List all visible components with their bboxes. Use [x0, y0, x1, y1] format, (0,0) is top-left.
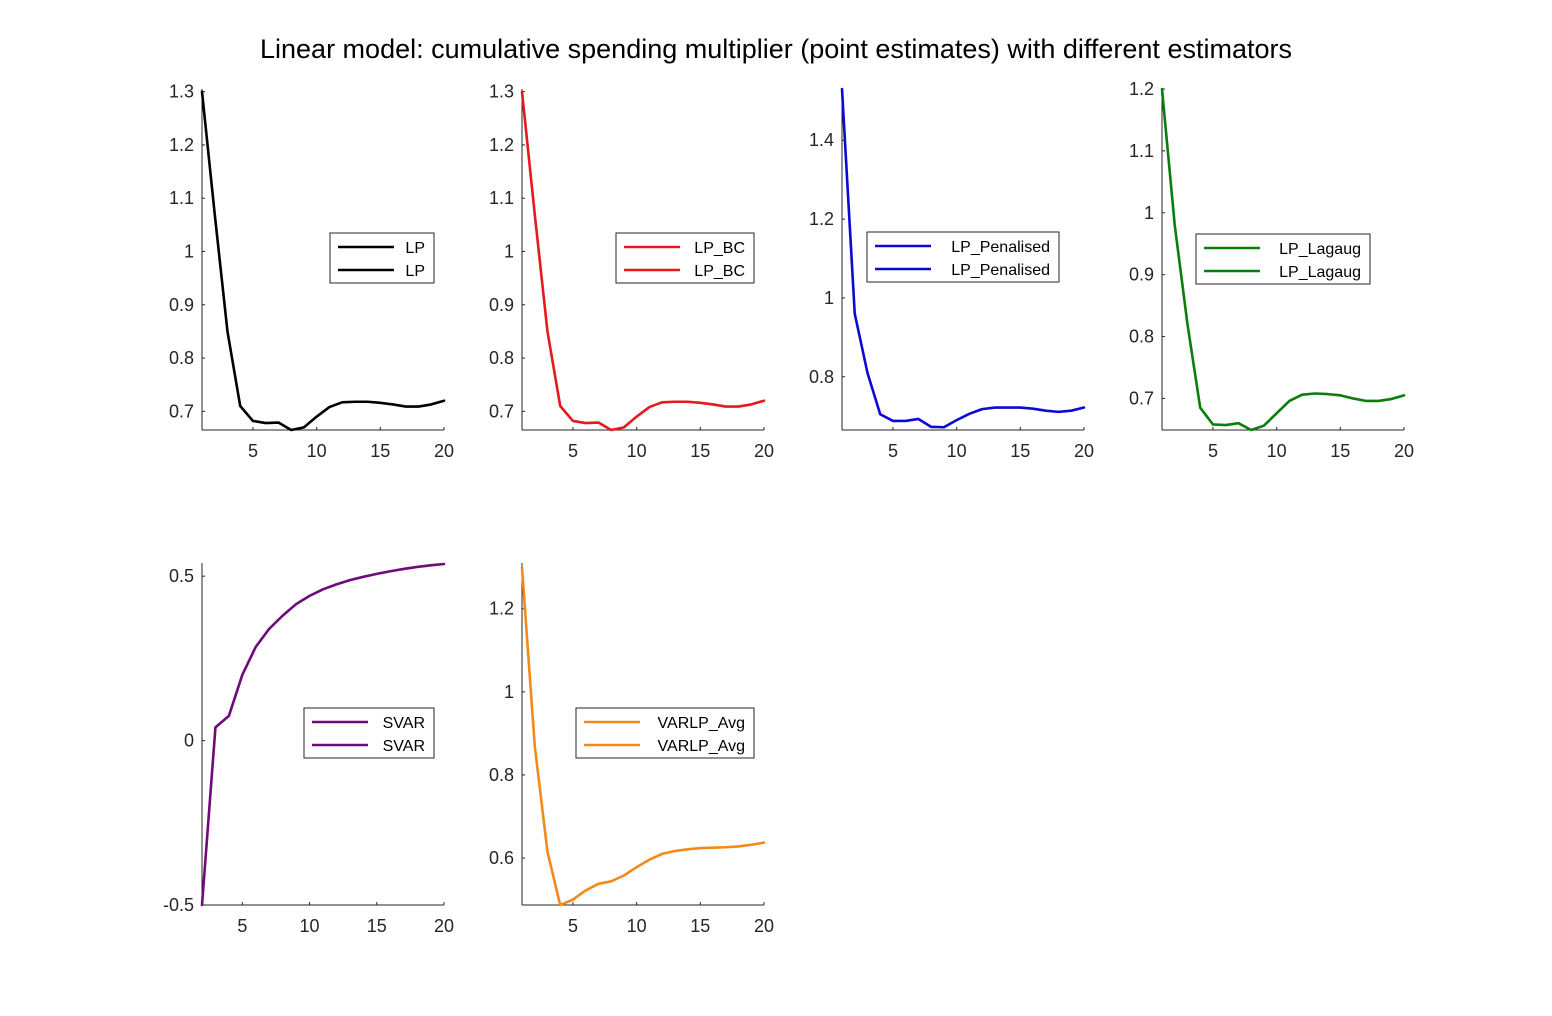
y-tick-label: 0.9 [1129, 265, 1154, 285]
y-tick-label: 0.8 [809, 367, 834, 387]
x-tick-label: 15 [1010, 441, 1030, 461]
legend-label: LP_Penalised [951, 262, 1050, 279]
legend-label: LP_Lagaug [1279, 264, 1361, 281]
subplot-1: 5 10 15 20 0.7 0.8 0.9 1 1.1 1.2 1.3 LP LP [169, 82, 454, 461]
x-tick-label: 20 [434, 916, 454, 936]
legend-label: LP [405, 240, 425, 257]
y-tick-label: -0.5 [163, 895, 194, 915]
subplot-4: 5 10 15 200.70.80.911.11.2LP_LagaugLP_Lagau… [1129, 79, 1414, 461]
y-tick-label: 1.1 [1129, 141, 1154, 161]
legend: SVAR SVAR [303, 707, 435, 759]
x-tick-label: 10 [947, 441, 967, 461]
y-tick-label: 0.9 [489, 295, 514, 315]
y-tick-label: 1.2 [809, 209, 834, 229]
legend-label: LP_Lagaug [1279, 241, 1361, 258]
legend-label: SVAR [383, 738, 425, 755]
x-tick-label: 5 [568, 441, 578, 461]
y-tick-label: 0.5 [169, 566, 194, 586]
legend-label: LP [405, 263, 425, 280]
y-tick-label: 1 [1144, 203, 1154, 223]
y-tick-label: 1 [504, 242, 514, 262]
legend-box [615, 232, 755, 284]
y-tick-label: 0.8 [1129, 327, 1154, 347]
legend-box [329, 232, 435, 284]
legend: VARLP_Avg VARLP_Avg [575, 707, 755, 759]
subplot-5: 5 10 15 20 -0.5 0 0.5 SVAR SVAR [163, 562, 454, 936]
x-tick-label: 20 [754, 441, 774, 461]
x-tick-label: 20 [754, 916, 774, 936]
legend-box [1195, 233, 1371, 285]
legend-label: LP_BC [694, 263, 745, 280]
x-tick-label: 5 [568, 916, 578, 936]
series-line [520, 565, 766, 907]
y-tick-label: 0.6 [489, 848, 514, 868]
legend: LP_Penalised LP_Penalised [866, 231, 1060, 283]
figure-title: Linear model: cumulative spending multip… [260, 34, 1292, 64]
subplot-3: 5 10 15 200.811.21.4LP_PenalisedLP_Penalise… [809, 87, 1094, 461]
x-tick-label: 15 [1330, 441, 1350, 461]
y-tick-label: 0.8 [489, 348, 514, 368]
y-tick-label: 0 [184, 731, 194, 751]
y-tick-label: 1 [824, 288, 834, 308]
x-tick-label: 15 [690, 916, 710, 936]
legend-box [575, 707, 755, 759]
x-tick-label: 5 [248, 441, 258, 461]
x-tick-label: 5 [1208, 441, 1218, 461]
y-tick-label: 1.2 [489, 599, 514, 619]
x-tick-label: 20 [1394, 441, 1414, 461]
x-tick-label: 10 [307, 441, 327, 461]
y-tick-label: 1 [184, 242, 194, 262]
y-tick-label: 1 [504, 682, 514, 702]
series-line [1160, 87, 1406, 432]
y-tick-label: 0.8 [489, 765, 514, 785]
legend-label: LP_Penalised [951, 239, 1050, 256]
legend: LP_BC LP_BC [615, 232, 755, 284]
x-tick-label: 20 [1074, 441, 1094, 461]
x-tick-label: 20 [434, 441, 454, 461]
legend-box [303, 707, 435, 759]
y-tick-label: 1.2 [169, 135, 194, 155]
y-tick-label: 1.4 [809, 130, 834, 150]
y-tick-label: 0.9 [169, 295, 194, 315]
series-line [840, 87, 1086, 429]
legend: LP_Lagaug LP_Lagaug [1195, 233, 1371, 285]
y-tick-label: 1.3 [489, 82, 514, 102]
series-line [520, 90, 766, 432]
series-line [200, 90, 446, 432]
x-tick-label: 10 [1267, 441, 1287, 461]
legend-box [866, 231, 1060, 283]
y-tick-label: 0.7 [1129, 388, 1154, 408]
x-tick-label: 10 [627, 916, 647, 936]
x-tick-label: 15 [690, 441, 710, 461]
x-tick-label: 5 [237, 916, 247, 936]
y-tick-label: 0.7 [169, 401, 194, 421]
legend: LP LP [329, 232, 435, 284]
x-tick-label: 10 [300, 916, 320, 936]
y-tick-label: 1.2 [489, 135, 514, 155]
x-tick-label: 5 [888, 441, 898, 461]
y-tick-label: 1.1 [489, 188, 514, 208]
legend-label: SVAR [383, 715, 425, 732]
subplot-6: 5 10 15 20 0.6 0.8 1 1.2 VARLP_Avg VARLP_Avg [489, 563, 774, 936]
y-tick-label: 1.3 [169, 82, 194, 102]
x-tick-label: 15 [367, 916, 387, 936]
legend-label: VARLP_Avg [658, 715, 745, 732]
y-tick-label: 0.7 [489, 401, 514, 421]
x-tick-label: 15 [370, 441, 390, 461]
subplot-2: 5 10 15 20 0.7 0.8 0.9 1 1.1 1.2 1.3 LP_BC LP_BC [489, 82, 774, 461]
legend-label: VARLP_Avg [658, 738, 745, 755]
x-tick-label: 10 [627, 441, 647, 461]
y-tick-label: 0.8 [169, 348, 194, 368]
y-tick-label: 1.1 [169, 188, 194, 208]
legend-label: LP_BC [694, 240, 745, 257]
y-tick-label: 1.2 [1129, 79, 1154, 99]
